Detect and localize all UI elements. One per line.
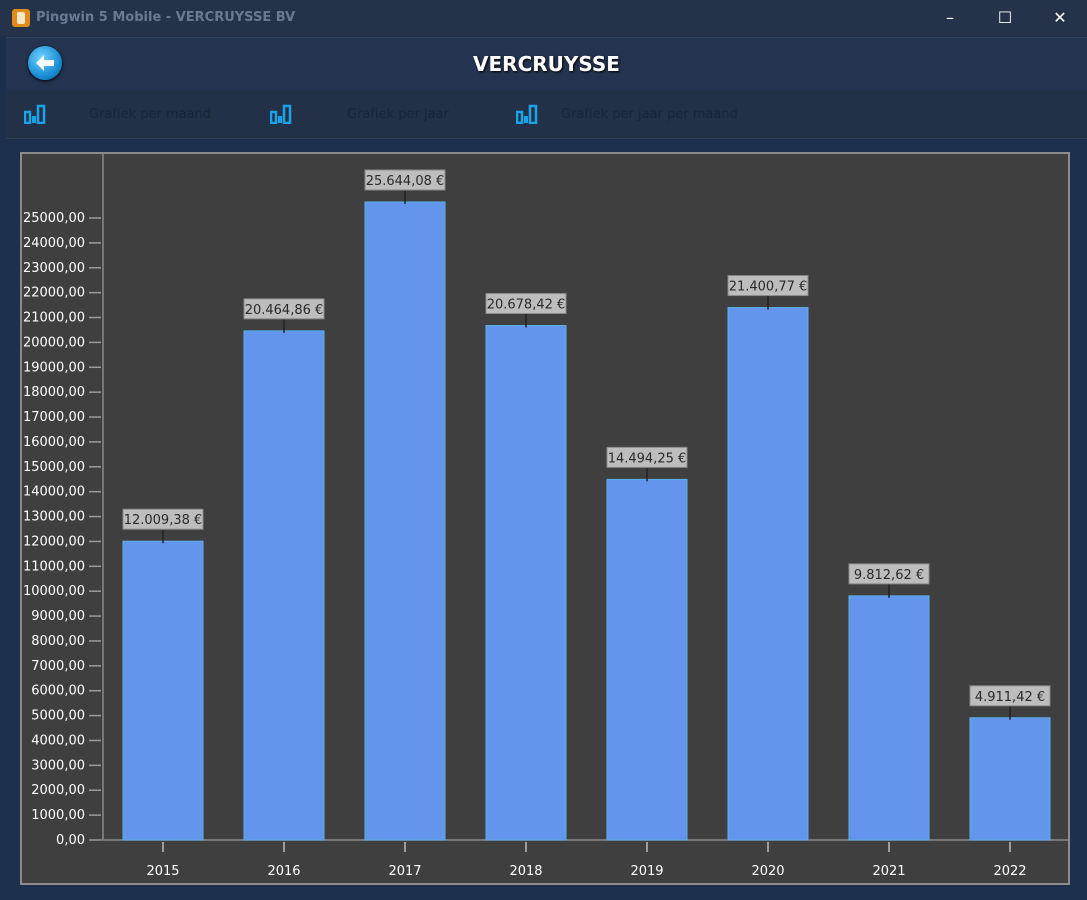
y-tick-label: 7000,00 [31,659,85,674]
page-header: VERCRUYSSE [6,37,1087,91]
y-tick-label: 12000,00 [23,534,85,549]
bar [606,478,688,841]
bar-chart: 0,00 1000,00 2000,00 3000,00 4000,00 5000,00 6… [23,154,1068,879]
y-tick-label: 4000,00 [31,733,85,748]
y-tick-label: 5000,00 [31,709,85,724]
y-tick-label: 16000,00 [23,435,85,450]
bar-chart-icon [516,104,538,124]
arrow-left-icon [36,55,54,71]
window-title: Pingwin 5 Mobile - VERCRUYSSE BV [36,10,296,25]
tab-label: Grafiek per jaar per maand [561,107,738,122]
y-tick-label: 10000,00 [23,584,85,599]
bar-chart-icon [24,104,46,124]
back-button[interactable] [28,46,62,80]
y-tick-label: 11000,00 [23,559,85,574]
x-tick-label: 2020 [751,864,784,879]
tab-label: Grafiek per maand [89,107,212,122]
data-labels: 12.009,38 € 20.464,86 € 25.644,08 € 20.678,… [122,169,1051,720]
data-label: 21.400,77 € [729,280,808,295]
app-logo-icon [12,9,30,27]
y-tick-label: 23000,00 [23,261,85,276]
bars [122,201,1051,841]
bar [243,330,325,841]
data-label-box [969,685,1051,707]
data-label-box [243,298,325,320]
y-tick-label: 14000,00 [23,485,85,500]
x-tick-label: 2017 [388,864,421,879]
data-label-box [364,169,446,191]
x-tick-label: 2018 [509,864,542,879]
data-label: 9.812,62 € [854,568,924,583]
minimize-button[interactable]: – [935,6,965,30]
bar [969,717,1051,841]
maximize-icon: ☐ [997,8,1013,27]
data-label: 14.494,25 € [608,451,687,466]
y-tick-label: 2000,00 [31,783,85,798]
y-tick-label: 25000,00 [23,211,85,226]
minimize-icon: – [946,8,954,27]
x-tick-label: 2021 [872,864,905,879]
data-label-box [485,293,567,315]
y-tick-label: 1000,00 [31,808,85,823]
bar [122,540,204,841]
maximize-button[interactable]: ☐ [990,6,1020,30]
y-tick-label: 3000,00 [31,758,85,773]
x-axis: 2015 2016 2017 2018 2019 2020 2021 2022 [89,839,1068,879]
data-label: 4.911,42 € [975,690,1045,705]
bar [364,201,446,841]
y-tick-label: 17000,00 [23,410,85,425]
data-label-box [848,563,930,585]
y-tick-label: 6000,00 [31,684,85,699]
y-axis: 0,00 1000,00 2000,00 3000,00 4000,00 5000,00 6… [23,154,104,848]
y-tick-label: 18000,00 [23,385,85,400]
y-tick-label: 13000,00 [23,510,85,525]
close-icon: ✕ [1053,8,1067,27]
chart-panel: 0,00 1000,00 2000,00 3000,00 4000,00 5000,00 6… [20,152,1070,885]
y-tick-label: 0,00 [56,833,85,848]
x-tick-label: 2015 [146,864,179,879]
data-label: 20.464,86 € [245,303,324,318]
title-bar: Pingwin 5 Mobile - VERCRUYSSE BV – ☐ ✕ [0,0,1087,36]
y-tick-label: 20000,00 [23,335,85,350]
y-tick-label: 21000,00 [23,311,85,326]
y-tick-label: 22000,00 [23,286,85,301]
close-button[interactable]: ✕ [1045,6,1075,30]
y-tick-label: 24000,00 [23,236,85,251]
y-tick-label: 15000,00 [23,460,85,475]
x-tick-label: 2019 [630,864,663,879]
x-tick-label: 2016 [267,864,300,879]
bar [485,325,567,841]
tab-label: Grafiek per jaar [347,107,449,122]
data-label: 25.644,08 € [366,174,445,189]
bar [727,307,809,841]
data-label-box [122,508,204,530]
bar-chart-icon [270,104,292,124]
x-tick-label: 2022 [993,864,1026,879]
data-label-box [727,275,809,297]
data-label: 20.678,42 € [487,298,566,313]
data-label: 12.009,38 € [124,513,203,528]
data-label-box [606,446,688,468]
y-tick-label: 9000,00 [31,609,85,624]
bar [848,595,930,841]
y-tick-label: 8000,00 [31,634,85,649]
y-tick-label: 19000,00 [23,360,85,375]
chart-toolbar: Grafiek per maand Grafiek per jaar Grafi… [6,90,1087,139]
page-title: VERCRUYSSE [473,52,620,76]
